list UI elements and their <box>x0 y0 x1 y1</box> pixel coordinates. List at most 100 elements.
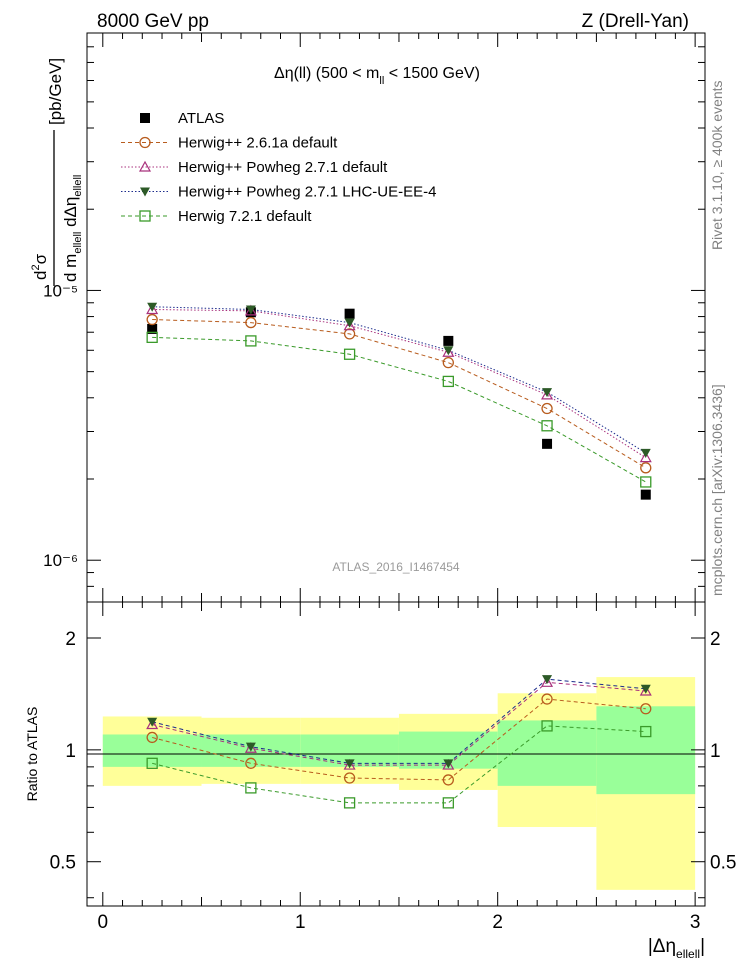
main-point-herwig-7-2-1-default <box>442 375 454 388</box>
ratio-xtick-label: 1 <box>295 912 306 933</box>
ratio-point-herwig-2-6-1a-default <box>541 693 553 705</box>
main-point-herwig-2-6-1a-default <box>343 328 356 340</box>
legend: ATLAS Herwig++ 2.6.1a default Herwig++ Pow… <box>121 110 436 225</box>
main-ylabel-numerator: d2σ <box>30 253 50 280</box>
ratio-point-herwig-powheg-2-7-1-default <box>541 676 554 687</box>
ratio-point-herwig-powheg-2-7-1-lhc-ue-ee-4 <box>344 759 355 769</box>
ratio-point-herwig-7-2-1-default <box>245 782 257 794</box>
ratio-xtick-label: 0 <box>98 912 109 933</box>
ratio-point-herwig-powheg-2-7-1-lhc-ue-ee-4 <box>542 675 553 685</box>
main-point-atlas <box>542 438 553 449</box>
main-series-lines <box>152 306 647 483</box>
main-point-herwig-2-6-1a-default <box>146 313 158 326</box>
main-ytick-label: 10⁻⁵ <box>43 281 78 300</box>
main-series-markers <box>146 302 652 500</box>
main-point-herwig-powheg-2-7-1-default <box>639 451 652 463</box>
ratio-line-herwig-2-6-1a-default <box>152 698 646 781</box>
ratio-uncertainty-bands <box>102 677 696 890</box>
ratio-point-herwig-7-2-1-default <box>146 757 158 769</box>
ratio-point-herwig-powheg-2-7-1-lhc-ue-ee-4 <box>443 759 454 769</box>
ratio-ytick-label: 0.5 <box>50 853 76 874</box>
ratio-band-stat <box>596 706 696 795</box>
main-point-herwig-powheg-2-7-1-lhc-ue-ee-4 <box>245 305 256 315</box>
ratio-ytick-label: 1 <box>65 741 76 762</box>
legend-marker-herwig-2-6-1a-default <box>139 136 151 149</box>
header-right: Z (Drell-Yan) <box>582 11 689 32</box>
legend-marker-herwig-powheg-2-7-1-lhc-ue-ee-4 <box>140 187 150 197</box>
main-point-herwig-2-6-1a-default <box>442 356 454 369</box>
ratio-ylabel: Ratio to ATLAS <box>24 707 40 802</box>
ratio-point-herwig-7-2-1-default <box>343 797 356 809</box>
main-point-atlas <box>344 308 355 319</box>
main-point-herwig-powheg-2-7-1-lhc-ue-ee-4 <box>147 302 158 312</box>
ratio-series-lines <box>152 678 646 804</box>
main-point-herwig-2-6-1a-default <box>541 402 553 415</box>
ratio-point-herwig-7-2-1-default <box>442 797 454 809</box>
ratio-line-herwig-powheg-2-7-1-default <box>152 681 646 766</box>
main-point-herwig-powheg-2-7-1-lhc-ue-ee-4 <box>542 388 553 398</box>
ratio-series-markers <box>146 675 652 809</box>
main-point-herwig-7-2-1-default <box>343 348 356 360</box>
ratio-ytick-labels: 0.5 0.5 1 1 2 2 <box>50 629 737 874</box>
ratio-point-herwig-2-6-1a-default <box>146 731 158 744</box>
legend-label-atlas: ATLAS <box>178 110 224 127</box>
ratio-point-herwig-2-6-1a-default <box>245 757 257 769</box>
ratio-ytick-label-right: 0.5 <box>710 853 736 874</box>
legend-label-herwig-2-6-1a-default: Herwig++ 2.6.1a default <box>178 135 338 152</box>
mcplots-label: mcplots.cern.ch [arXiv:1306.3436] <box>709 384 725 596</box>
ratio-xtick-labels: 0 1 2 3 <box>98 912 701 933</box>
main-line-herwig-7-2-1-default <box>152 336 647 483</box>
ratio-point-herwig-powheg-2-7-1-default <box>442 758 455 770</box>
ratio-xlabel: |Δηellell| <box>648 936 705 961</box>
plot-title-suffix: < 1500 GeV) <box>384 65 480 82</box>
ratio-ytick-label-right: 1 <box>710 741 721 762</box>
ratio-ytick-label-right: 2 <box>710 629 721 650</box>
ratio-point-herwig-powheg-2-7-1-default <box>343 758 356 770</box>
main-point-herwig-powheg-2-7-1-default <box>146 303 159 315</box>
main-point-herwig-powheg-2-7-1-lhc-ue-ee-4 <box>443 346 454 356</box>
legend-marker-herwig-7-2-1-default <box>139 210 151 222</box>
main-ylabel: d2σ d mellell dΔηellell [pb/GeV] <box>30 58 84 286</box>
legend-label-herwig-powheg-2-7-1-default: Herwig++ Powheg 2.7.1 default <box>178 159 388 176</box>
main-panel: Δη(ll) (500 < mll < 1500 GeV) d2σ d mell… <box>30 32 706 603</box>
main-ytick-label: 10⁻⁶ <box>43 551 78 570</box>
ratio-point-herwig-7-2-1-default <box>541 720 553 732</box>
main-point-herwig-powheg-2-7-1-lhc-ue-ee-4 <box>344 318 355 328</box>
main-line-herwig-powheg-2-7-1-default <box>152 308 647 459</box>
main-ytick-labels: 10⁻⁵ 10⁻⁶ <box>43 281 78 570</box>
legend-marker-herwig-powheg-2-7-1-default <box>138 160 152 172</box>
main-ylabel-unit: [pb/GeV] <box>46 58 65 125</box>
main-point-herwig-powheg-2-7-1-default <box>442 346 455 357</box>
ratio-point-herwig-2-6-1a-default <box>442 774 454 786</box>
main-point-herwig-7-2-1-default <box>541 420 553 432</box>
ratio-point-herwig-powheg-2-7-1-lhc-ue-ee-4 <box>245 742 256 752</box>
ratio-point-herwig-2-6-1a-default <box>640 703 652 715</box>
legend-label-herwig-7-2-1-default: Herwig 7.2.1 default <box>178 208 312 225</box>
main-point-herwig-7-2-1-default <box>640 476 652 488</box>
rivet-label: Rivet 3.1.10, ≥ 400k events <box>709 80 725 250</box>
main-point-atlas <box>147 323 158 334</box>
ratio-line-herwig-7-2-1-default <box>152 725 646 804</box>
main-point-atlas <box>443 335 454 346</box>
watermark: ATLAS_2016_I1467454 <box>332 560 460 574</box>
header-left: 8000 GeV pp <box>97 11 209 32</box>
main-point-herwig-powheg-2-7-1-default <box>244 304 257 316</box>
main-line-herwig-powheg-2-7-1-lhc-ue-ee-4 <box>152 306 647 454</box>
main-point-atlas <box>640 489 651 500</box>
main-ylabel-denominator: d mellell dΔηellell <box>61 175 84 282</box>
ratio-axis-ticks <box>87 602 705 906</box>
main-point-herwig-7-2-1-default <box>245 335 257 347</box>
main-line-herwig-2-6-1a-default <box>152 319 647 469</box>
ratio-point-herwig-powheg-2-7-1-default <box>639 684 652 696</box>
ratio-line-herwig-powheg-2-7-1-lhc-ue-ee-4 <box>152 678 646 764</box>
legend-marker-atlas <box>140 113 150 123</box>
ratio-point-herwig-powheg-2-7-1-lhc-ue-ee-4 <box>147 717 158 727</box>
plot-title-prefix: Δη(ll) (500 < m <box>274 65 379 82</box>
main-point-herwig-powheg-2-7-1-default <box>343 319 356 331</box>
ratio-xtick-label: 3 <box>690 912 701 933</box>
ratio-point-herwig-powheg-2-7-1-lhc-ue-ee-4 <box>640 684 651 694</box>
main-point-herwig-7-2-1-default <box>146 331 158 344</box>
legend-label-herwig-powheg-2-7-1-lhc-ue-ee-4: Herwig++ Powheg 2.7.1 LHC-UE-EE-4 <box>178 184 436 201</box>
ratio-xtick-label: 2 <box>492 912 503 933</box>
